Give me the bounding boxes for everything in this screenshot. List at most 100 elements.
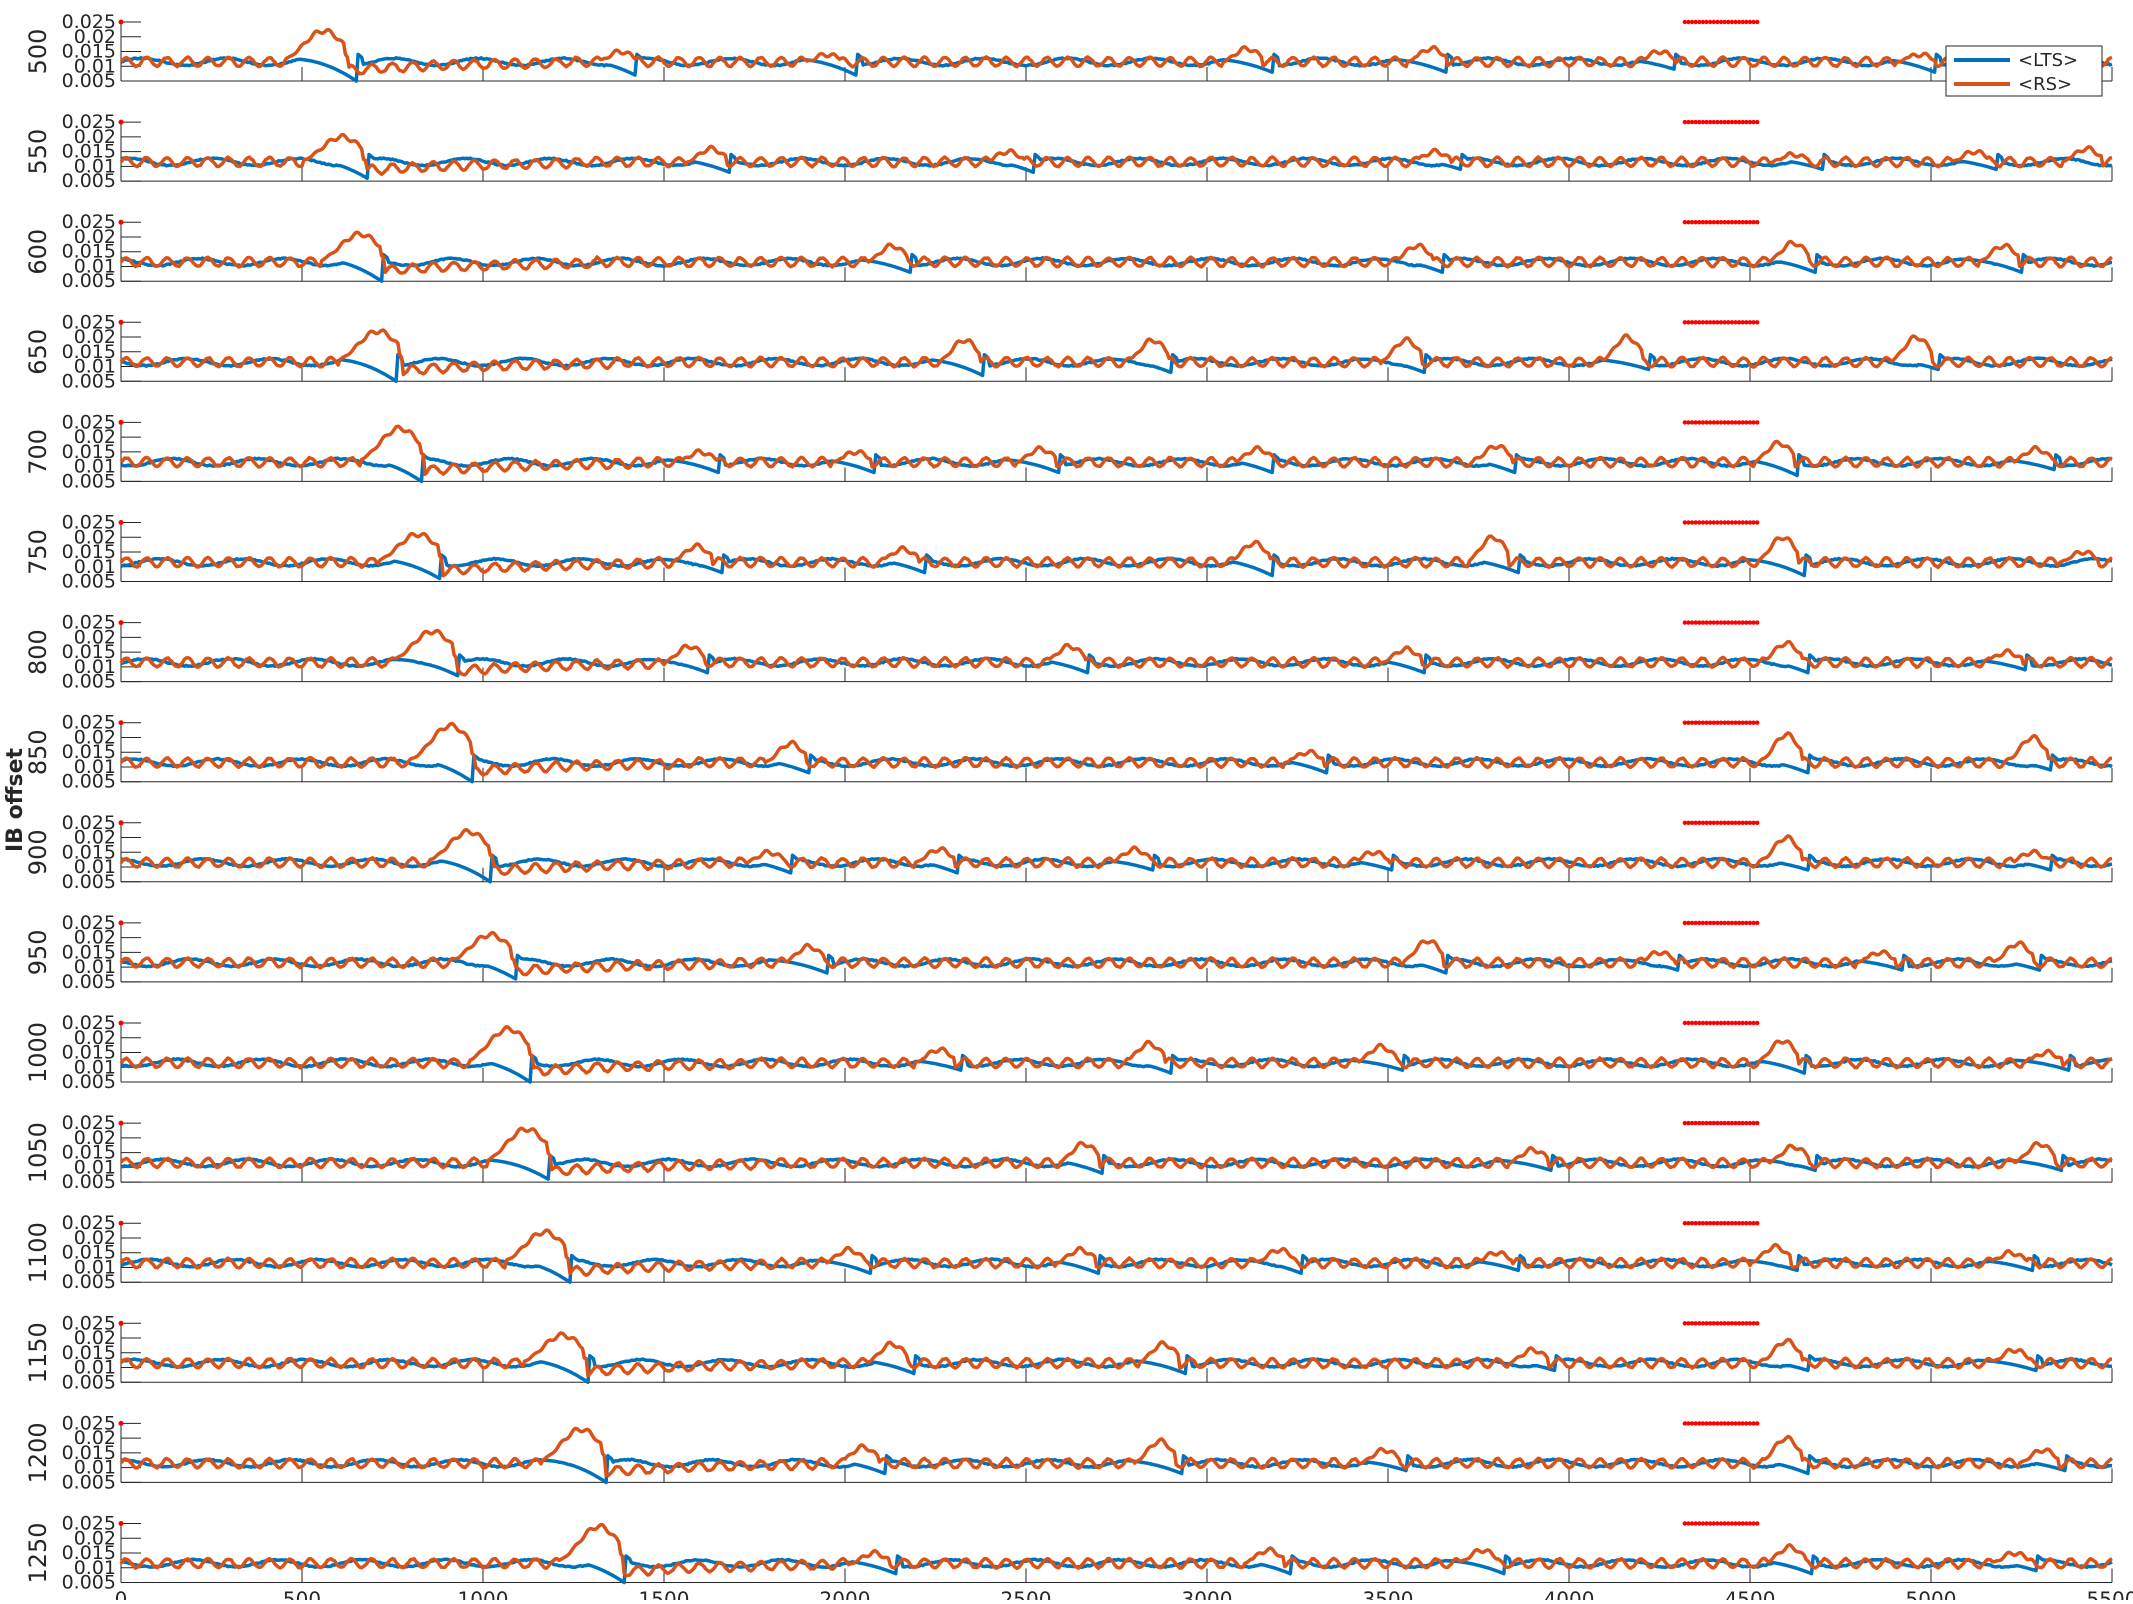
- stimulus-dot: [1718, 1120, 1724, 1126]
- stimulus-dot: [1693, 420, 1698, 425]
- stimulus-dot: [118, 1521, 124, 1526]
- stimulus-dot: [1693, 720, 1698, 725]
- stimulus-dot: [1722, 820, 1727, 825]
- stimulus-dot: [1744, 1321, 1749, 1326]
- stimulus-dot: [1744, 820, 1749, 825]
- stimulus-dot: [1707, 1321, 1713, 1326]
- stimulus-dot: [1747, 520, 1753, 525]
- stimulus-dot: [1707, 1421, 1713, 1426]
- stimulus-dot: [1740, 720, 1745, 725]
- stimulus-dot: [1715, 820, 1720, 825]
- stimulus-dot: [1718, 520, 1724, 525]
- stimulus-dot: [1700, 320, 1706, 325]
- x-tick-label: 1500: [639, 1588, 690, 1601]
- stimulus-dot: [1751, 320, 1756, 325]
- stimulus-dot: [1686, 220, 1691, 225]
- stimulus-dot: [1751, 1221, 1756, 1226]
- stimulus-dot: [1715, 19, 1720, 25]
- stimulus-dot: [1755, 620, 1760, 625]
- stimulus-dot: [1751, 520, 1756, 525]
- y-tick-label: 0.025: [62, 1212, 116, 1234]
- stimulus-dot: [1686, 820, 1691, 825]
- y-tick-label: 0.015: [62, 841, 116, 863]
- stimulus-dot: [1686, 320, 1691, 325]
- stimulus-dot: [1693, 19, 1698, 25]
- y-tick-label: 0.015: [62, 1542, 116, 1564]
- stimulus-dot: [1689, 220, 1695, 225]
- stimulus-dot: [1693, 220, 1698, 225]
- stimulus-dot: [1689, 720, 1695, 725]
- stimulus-dot: [1744, 19, 1749, 25]
- stimulus-dot: [1686, 520, 1691, 525]
- panel-label: 1100: [24, 1222, 52, 1283]
- stimulus-dot: [1711, 620, 1717, 625]
- y-tick-label: 0.02: [74, 1227, 116, 1249]
- stimulus-dot: [1726, 1521, 1731, 1526]
- stimulus-dot: [1682, 820, 1688, 825]
- stimulus-dot: [1722, 1120, 1727, 1126]
- stimulus-dot: [118, 520, 124, 525]
- y-tick-label: 0.025: [62, 812, 116, 834]
- series-lts-line: [121, 1554, 2113, 1585]
- series-lts-line: [120, 453, 2113, 484]
- stimulus-dot: [1726, 19, 1731, 25]
- stimulus-dot: [1755, 320, 1760, 325]
- stimulus-dot: [1704, 420, 1709, 425]
- stimulus-marker: [118, 820, 1760, 826]
- y-tick-label: 0.01: [74, 1557, 116, 1579]
- stimulus-dot: [1693, 1321, 1698, 1326]
- x-tick-label: 4000: [1544, 1588, 1595, 1601]
- y-tick-label: 0.02: [74, 726, 116, 748]
- stimulus-dot: [1704, 1221, 1709, 1226]
- stimulus-dot: [1700, 119, 1706, 125]
- stimulus-dot: [1740, 220, 1745, 225]
- stimulus-dot: [1693, 320, 1698, 325]
- y-tick-label: 0.005: [62, 1271, 116, 1293]
- y-tick-label: 0.02: [74, 1527, 116, 1549]
- stimulus-dot: [1751, 1020, 1756, 1026]
- y-tick-label: 0.005: [62, 270, 116, 292]
- stimulus-dot: [1686, 720, 1691, 725]
- stimulus-dot: [1729, 1321, 1735, 1326]
- stimulus-dot: [1718, 420, 1724, 425]
- y-tick-label: 0.005: [62, 1471, 116, 1493]
- stimulus-dot: [1729, 1521, 1735, 1526]
- stimulus-dot: [1733, 1120, 1738, 1126]
- stimulus-dot: [1718, 920, 1724, 926]
- stimulus-dot: [1707, 1120, 1713, 1126]
- stimulus-dot: [1755, 720, 1760, 725]
- stimulus-dot: [1729, 320, 1735, 325]
- y-tick-label: 0.025: [62, 211, 116, 233]
- stimulus-dot: [1715, 1421, 1720, 1426]
- stimulus-dot: [1729, 19, 1735, 25]
- series-lts-line: [120, 252, 2112, 283]
- stimulus-dot: [1740, 1020, 1745, 1026]
- stimulus-dot: [1707, 820, 1713, 825]
- y-tick-label: 0.02: [74, 1427, 116, 1449]
- panel-label: 800: [24, 629, 52, 675]
- stimulus-dot: [1715, 1321, 1720, 1326]
- stimulus-dot: [1689, 1120, 1695, 1126]
- stimulus-dot: [1697, 1221, 1702, 1226]
- stimulus-dot: [1697, 820, 1702, 825]
- stimulus-dot: [1682, 1120, 1688, 1126]
- stimulus-dot: [1744, 620, 1749, 625]
- stimulus-dot: [1736, 19, 1742, 25]
- stimulus-dot: [1693, 1221, 1698, 1226]
- y-tick-label: 0.005: [62, 1071, 116, 1093]
- stimulus-dot: [1715, 119, 1720, 125]
- stimulus-dot: [1722, 920, 1727, 926]
- stimulus-dot: [1729, 1020, 1735, 1026]
- stimulus-dot: [1722, 220, 1727, 225]
- y-tick-label: 0.01: [74, 1457, 116, 1479]
- stimulus-dot: [1729, 920, 1735, 926]
- y-tick-label: 0.015: [62, 1042, 116, 1064]
- stimulus-dot: [1733, 320, 1738, 325]
- stimulus-dot: [1697, 1321, 1702, 1326]
- y-tick-label: 0.015: [62, 941, 116, 963]
- stimulus-dot: [1711, 320, 1717, 325]
- stimulus-dot: [1704, 320, 1709, 325]
